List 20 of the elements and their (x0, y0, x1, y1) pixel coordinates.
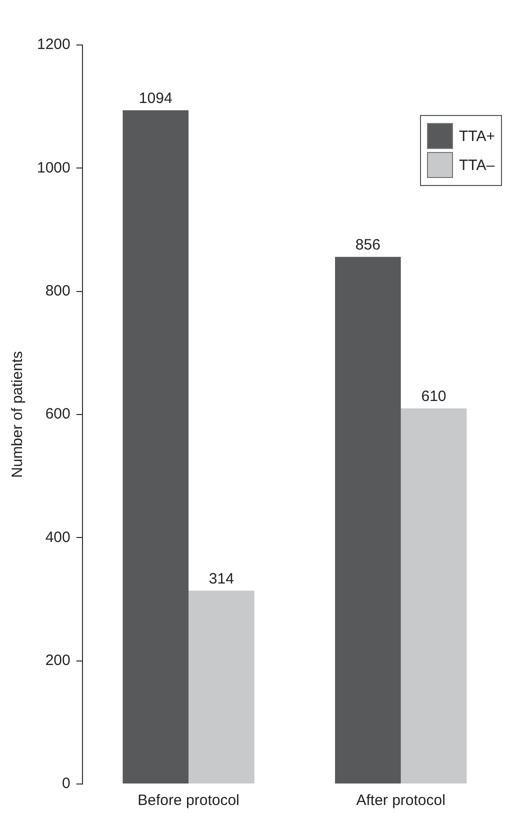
y-tick-label: 200 (45, 652, 70, 669)
y-tick-label: 400 (45, 528, 70, 546)
x-tick-label: Before protocol (138, 792, 240, 810)
bar (335, 256, 401, 784)
data-label: 1094 (138, 90, 172, 107)
legend-label: TTA– (459, 156, 495, 174)
legend-label: TTA+ (459, 128, 495, 144)
y-tick-label: 0 (62, 775, 70, 792)
y-tick-label: 800 (45, 282, 70, 300)
data-label: 314 (208, 570, 234, 588)
y-tick-label: 600 (45, 406, 70, 423)
y-tick-label: 1000 (36, 159, 70, 176)
bar (122, 110, 189, 784)
x-tick-label: After protocol (356, 792, 446, 810)
bar (188, 590, 254, 784)
data-label: 610 (421, 388, 446, 405)
y-axis-title: Number of patients (9, 351, 26, 478)
y-tick-label: 1200 (36, 36, 70, 54)
data-label: 856 (355, 236, 380, 254)
bar (400, 408, 467, 784)
